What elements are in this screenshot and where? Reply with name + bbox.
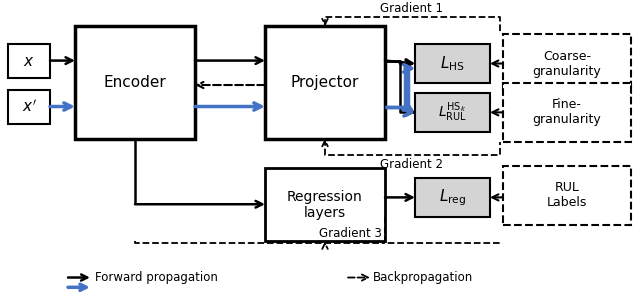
Bar [503, 83, 631, 142]
Bar [503, 34, 631, 93]
Text: $L_{\mathrm{HS}}$: $L_{\mathrm{HS}}$ [440, 54, 465, 73]
Bar [8, 90, 50, 124]
Text: Backpropagation: Backpropagation [373, 271, 473, 284]
Bar [75, 26, 195, 139]
Text: $x'$: $x'$ [22, 99, 36, 115]
Text: Projector: Projector [291, 75, 359, 90]
Bar [415, 44, 490, 83]
Text: Regression
layers: Regression layers [287, 190, 363, 220]
Text: Encoder: Encoder [104, 75, 166, 90]
Text: RUL
Labels: RUL Labels [547, 182, 587, 209]
Bar [415, 93, 490, 132]
Text: $L_{\mathrm{RUL}}^{\mathrm{HS}_k}$: $L_{\mathrm{RUL}}^{\mathrm{HS}_k}$ [438, 101, 467, 124]
Text: Gradient 3: Gradient 3 [319, 227, 381, 240]
Text: Fine-
granularity: Fine- granularity [532, 98, 602, 126]
Text: Gradient 1: Gradient 1 [381, 2, 444, 15]
Bar [415, 178, 490, 217]
Bar [265, 26, 385, 139]
Text: $x$: $x$ [23, 54, 35, 69]
Text: Coarse-
granularity: Coarse- granularity [532, 50, 602, 77]
Text: Gradient 2: Gradient 2 [381, 158, 444, 171]
Bar [8, 44, 50, 78]
Bar [265, 168, 385, 242]
Bar [503, 166, 631, 225]
Text: $L_{\mathrm{reg}}$: $L_{\mathrm{reg}}$ [439, 187, 466, 208]
Text: Forward propagation: Forward propagation [95, 271, 218, 284]
